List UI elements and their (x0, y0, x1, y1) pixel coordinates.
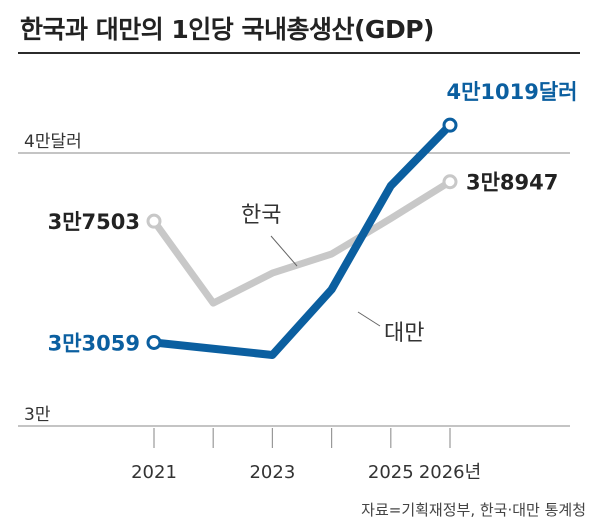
data-label: 3만8947 (466, 171, 558, 195)
korea-endpoint-marker (146, 213, 162, 229)
source-note: 자료=기획재정부, 한국·대만 통계청 (361, 501, 586, 519)
x-tick-label: 2026년 (419, 462, 481, 483)
x-tick-label: 2023 (249, 462, 295, 483)
data-label: 3만3059 (48, 331, 140, 355)
korea-endpoint-marker (442, 174, 458, 190)
y-tick-label: 3만 (24, 405, 51, 425)
taiwan-endpoint-marker (146, 334, 162, 350)
y-tick-label: 4만달러 (24, 132, 82, 152)
korea-line (150, 178, 454, 307)
taiwan-endpoint-marker (442, 117, 458, 133)
data-label: 4만1019달러 (446, 80, 577, 104)
data-label: 3만7503 (48, 210, 140, 234)
page-title: 한국과 대만의 1인당 국내총생산(GDP) (20, 15, 434, 44)
x-tick-label: 2025 (368, 462, 414, 483)
taiwan-line (150, 121, 454, 359)
title-divider (18, 52, 580, 54)
taiwan-label-leader (357, 311, 381, 327)
x-tick-label: 2021 (131, 462, 177, 483)
taiwan-series-label: 대만 (384, 321, 424, 346)
korea-label-leader (270, 235, 298, 267)
korea-series-label: 한국 (241, 203, 281, 228)
